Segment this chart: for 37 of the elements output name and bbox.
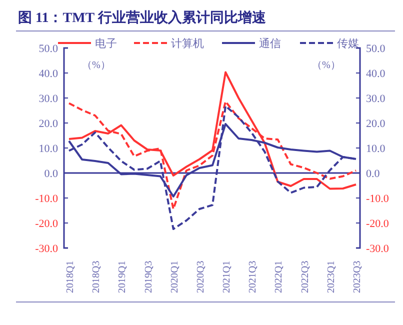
- x-tick-label: 2022Q1: [274, 260, 285, 293]
- y2-tick-label: 10.0: [366, 143, 386, 155]
- x-tick-label: 2022Q3: [300, 260, 311, 293]
- x-tick-label: 2018Q1: [65, 260, 76, 293]
- y2-tick-label: 0.0: [366, 168, 380, 180]
- y-tick-label: 0.0: [44, 168, 58, 180]
- y-tick-label: 10.0: [38, 143, 58, 155]
- y-tick-label: -10.0: [35, 193, 58, 205]
- x-tick-label: 2023Q1: [326, 260, 337, 293]
- x-tick-label: 2021Q1: [222, 260, 233, 293]
- y2-tick-label: -30.0: [366, 243, 390, 255]
- y-axis-title: （%）: [82, 60, 110, 71]
- y2-tick-label: -20.0: [366, 218, 390, 230]
- x-tick-label: 2020Q3: [195, 260, 206, 293]
- y2-tick-label: 20.0: [366, 118, 386, 130]
- x-tick-label: 2019Q3: [143, 260, 154, 293]
- y-tick-label: 20.0: [38, 118, 58, 130]
- y-tick-label: -20.0: [35, 218, 58, 230]
- y2-tick-label: -10.0: [366, 193, 390, 205]
- y-tick-label: 40.0: [38, 68, 58, 80]
- legend-label: 计算机: [171, 37, 204, 50]
- y2-tick-label: 50.0: [366, 43, 386, 55]
- y2-axis-title: （%）: [312, 60, 340, 71]
- x-tick-label: 2019Q1: [117, 260, 128, 293]
- x-tick-label: 2023Q3: [352, 260, 363, 293]
- y2-tick-label: 40.0: [366, 68, 386, 80]
- legend-label: 通信: [259, 37, 281, 50]
- legend-label: 传媒: [337, 38, 359, 50]
- chart-title: 图 11：TMT 行业营业收入累计同比增速: [18, 10, 267, 26]
- x-tick-label: 2020Q1: [169, 260, 180, 293]
- y-tick-label: 30.0: [38, 93, 58, 105]
- y-tick-label: -30.0: [35, 243, 58, 255]
- y2-tick-label: 30.0: [366, 93, 386, 105]
- y-tick-label: 50.0: [38, 43, 58, 55]
- x-tick-label: 2021Q3: [248, 260, 259, 293]
- x-tick-label: 2018Q3: [91, 260, 102, 293]
- legend-label: 电子: [95, 37, 117, 50]
